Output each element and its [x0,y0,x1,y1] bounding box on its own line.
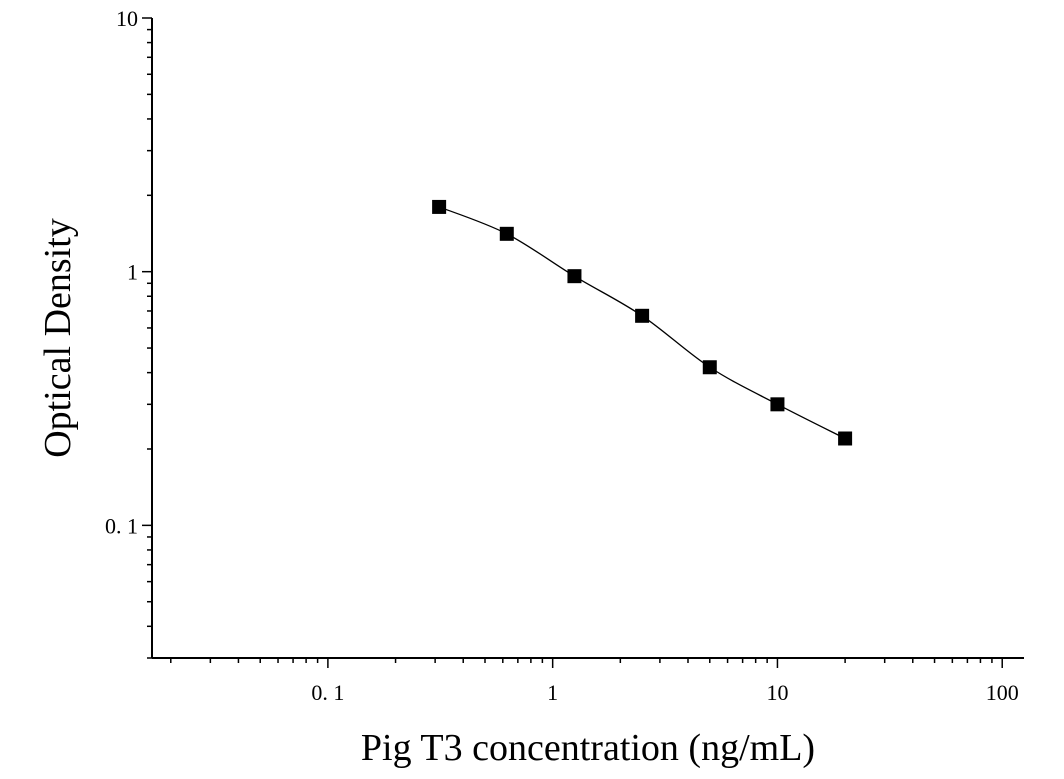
x-axis-title: Pig T3 concentration (ng/mL) [361,727,815,769]
axes [151,18,1024,659]
data-point-marker [567,269,582,284]
x-tick-label: 10 [766,680,788,705]
data-point-marker [770,397,785,412]
x-tick-label: 0. 1 [311,680,344,705]
data-point-marker [702,360,717,375]
y-ticks: 0. 1 1 10 [105,6,152,659]
y-tick-label: 1 [127,260,138,285]
data-point-marker [499,226,514,241]
x-ticks: 0. 1 1 10 100 [170,658,1019,705]
data-point-marker [838,431,853,446]
data-points [432,199,853,446]
x-tick-label: 1 [547,680,558,705]
data-point-marker [635,308,650,323]
y-axis-title: Optical Density [37,218,79,458]
y-tick-label: 0. 1 [105,513,138,538]
y-tick-label: 10 [116,6,138,31]
data-point-marker [432,199,447,214]
x-tick-label: 100 [986,680,1019,705]
